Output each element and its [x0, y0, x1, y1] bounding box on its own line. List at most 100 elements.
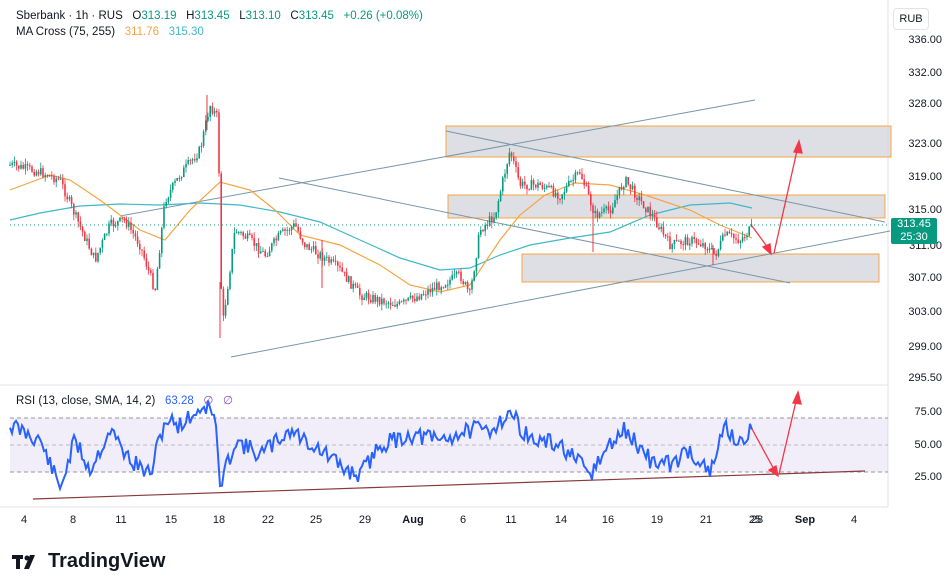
projection-arrows: [751, 139, 803, 478]
candle-body: [202, 131, 205, 146]
price-tick-label: 332.00: [908, 67, 942, 79]
candle-body: [605, 206, 607, 209]
candle-body: [315, 245, 317, 255]
candle-body: [284, 229, 286, 231]
candle-body: [334, 260, 337, 262]
candle-body: [640, 196, 643, 202]
candle-body: [62, 178, 64, 185]
candle-body: [15, 161, 18, 166]
candle-body: [568, 180, 570, 186]
candle-body: [194, 159, 196, 161]
time-tick-label: 6: [459, 514, 467, 526]
candle-body: [79, 221, 82, 227]
candle-body: [293, 223, 295, 227]
trendline-falling-support: [278, 177, 791, 284]
candle-body: [48, 175, 51, 177]
candle-body: [453, 274, 456, 276]
candle-body: [150, 270, 152, 273]
candle-body: [255, 243, 258, 246]
candle-body: [134, 233, 137, 237]
candle-body: [744, 237, 746, 239]
candle-body: [136, 236, 139, 244]
rsi-extra-value: ∅: [222, 395, 234, 407]
candle-body: [673, 239, 676, 245]
candle-body: [616, 195, 618, 201]
candle-body: [304, 242, 306, 248]
price-tick-label: 319.00: [908, 171, 942, 183]
candle-body: [220, 173, 222, 289]
time-tick-label: 4: [850, 514, 858, 526]
candle-body: [229, 272, 231, 290]
candle-body: [411, 295, 414, 299]
candle-body: [548, 185, 550, 188]
candle-body: [658, 227, 660, 230]
candle-body: [352, 283, 354, 289]
candle-body: [693, 237, 695, 240]
candle-body: [172, 182, 174, 190]
candle-body: [473, 271, 475, 281]
support-zone: [521, 253, 880, 283]
candle-body: [609, 210, 612, 214]
candle-body: [310, 249, 313, 251]
candle-body: [497, 201, 500, 213]
candle-body: [565, 185, 568, 192]
candle-body: [198, 146, 200, 159]
ma-legend[interactable]: MA Cross (75, 255) 311.76 315.30: [16, 25, 204, 39]
candle-body: [374, 295, 376, 302]
candle-body: [185, 163, 187, 168]
candle-body: [73, 204, 75, 215]
candle-body: [114, 225, 117, 227]
candle-body: [526, 184, 528, 190]
candle-body: [64, 184, 66, 197]
symbol-title[interactable]: Sberbank · 1h · RUS: [16, 10, 123, 22]
candle-body: [55, 178, 57, 183]
candle-body: [165, 202, 167, 207]
candle-body: [405, 299, 407, 301]
candle-body: [53, 175, 55, 183]
ma-slow-line: [9, 202, 753, 271]
candle-body: [359, 287, 361, 296]
candle-body: [722, 234, 724, 241]
candle-body: [737, 239, 739, 243]
symbol-legend[interactable]: Sberbank · 1h · RUS O313.19 H313.45 L313…: [16, 9, 423, 23]
last-price-tag: 313.45 25:30: [891, 218, 937, 244]
candle-body: [326, 256, 328, 258]
candle-body: [312, 245, 315, 250]
candle-body: [301, 238, 304, 243]
candle-body: [123, 218, 126, 220]
candle-body: [550, 185, 552, 188]
candle-body: [273, 238, 275, 244]
candle-body: [317, 254, 319, 259]
time-tick-label: 28: [750, 514, 764, 526]
candle-body: [689, 243, 691, 246]
candle-body: [308, 244, 310, 251]
candle-body: [559, 198, 561, 200]
candle-body: [200, 145, 203, 147]
candle-body: [680, 240, 682, 245]
candle-body: [271, 243, 273, 251]
candle-body: [495, 212, 497, 218]
ma-label: MA Cross (75, 255): [16, 26, 116, 38]
rsi-line: [9, 400, 753, 492]
candle-body: [275, 238, 277, 241]
candle-body: [695, 239, 698, 244]
candle-body: [378, 296, 381, 305]
candle-body: [715, 253, 717, 256]
candle-body: [81, 226, 84, 232]
candle-body: [697, 243, 700, 245]
candle-body: [719, 240, 722, 250]
candle-body: [460, 271, 462, 282]
time-tick-label: 8: [69, 514, 77, 526]
tradingview-logo[interactable]: TradingView: [12, 550, 165, 573]
candle-body: [570, 180, 572, 182]
candle-body: [387, 302, 390, 304]
candle-body: [645, 208, 647, 213]
candle-body: [480, 229, 482, 235]
candle-body: [143, 250, 145, 259]
brand-name: TradingView: [48, 550, 166, 572]
rsi-trendline: [32, 470, 866, 500]
rsi-tick-label: 75.00: [914, 406, 942, 418]
currency-button[interactable]: RUB: [893, 8, 929, 30]
rsi-legend[interactable]: RSI (13, close, SMA, 14, 2) 63.28 ∅ ∅: [16, 394, 233, 408]
